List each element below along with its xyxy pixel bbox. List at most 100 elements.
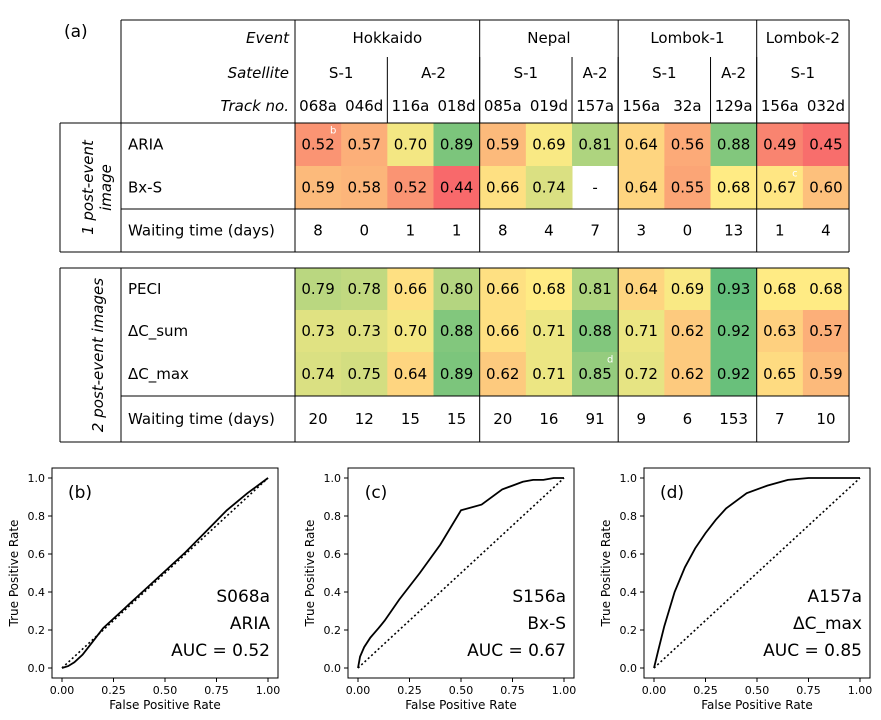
chance-line <box>653 477 861 669</box>
annotation-text: Bx-S <box>527 614 566 634</box>
annotation-text: A157a <box>808 587 863 607</box>
table-cell: 6 <box>683 410 693 428</box>
heat-cell <box>479 310 527 352</box>
roc-chart-b: 0.00 0.25 0.50 0.75 1.00 0.0 0.2 0.4 0.6 0.8 1.0 Fa… <box>7 467 280 712</box>
table-cell: 0.44 <box>440 179 473 197</box>
table-cell: 0.73 <box>301 322 334 340</box>
heat-cell <box>525 268 573 310</box>
heat-cell <box>710 352 758 396</box>
heat-cell <box>341 352 388 396</box>
heat-cell <box>756 166 804 209</box>
table-grid: Event Satellite Track no. Hokkaido Nepal Lomb… <box>59 19 850 443</box>
heat-cell <box>710 310 758 352</box>
roc-curve <box>357 477 564 669</box>
track-number: 129a <box>715 97 753 115</box>
table-cell: 0.81 <box>578 136 611 154</box>
table-cell: 0.64 <box>394 365 427 383</box>
heat-cell <box>433 166 481 209</box>
table-cell: - <box>592 179 597 197</box>
heat-cell <box>295 268 342 310</box>
roc-chart-c: 0.00 0.25 0.50 0.75 1.00 0.0 0.2 0.4 0.6 0.8 1.0 Fa… <box>303 467 577 712</box>
heat-cell <box>756 268 804 310</box>
roc-curve <box>653 477 860 669</box>
table-cell: 0.58 <box>348 179 381 197</box>
table-cell: 0.71 <box>625 322 658 340</box>
table-cell: 3 <box>637 222 647 240</box>
heat-cell <box>479 352 527 396</box>
table-cell: 7 <box>775 410 785 428</box>
table-cell: 91 <box>586 410 605 428</box>
y-tick-label: 0.6 <box>324 548 342 561</box>
table-cell: 0.64 <box>625 136 658 154</box>
table-cell: 0.52 <box>301 136 334 154</box>
x-tick-label: 0.75 <box>796 684 821 697</box>
track-number: 032d <box>807 97 845 115</box>
track-number: 116a <box>392 97 430 115</box>
table-cell: 0.85 <box>578 365 611 383</box>
x-tick-label: 1.00 <box>552 684 577 697</box>
heat-cell <box>387 166 435 209</box>
x-tick-label: 0.75 <box>204 684 229 697</box>
table-cell: 0.74 <box>301 365 334 383</box>
table-cell: 15 <box>447 410 466 428</box>
x-tick-label: 0.00 <box>50 684 75 697</box>
group2-label: 2 post-event images <box>89 278 107 432</box>
track-number: 156a <box>622 97 660 115</box>
table-cell: 16 <box>539 410 558 428</box>
heat-cell <box>572 268 619 310</box>
table-cell: 0.74 <box>532 179 565 197</box>
heat-cell <box>433 352 481 396</box>
roc-curve <box>61 477 269 669</box>
table-cell: 0.62 <box>486 365 519 383</box>
heat-cell <box>756 123 804 166</box>
x-tick-label: 0.25 <box>397 684 422 697</box>
satellite-name: S-1 <box>514 64 538 82</box>
satellite-name: S-1 <box>329 64 353 82</box>
track-number: 157a <box>576 97 614 115</box>
header-track-label: Track no. <box>220 97 289 115</box>
heat-cell <box>618 268 665 310</box>
heat-cell <box>756 310 804 352</box>
table-cell: 0.65 <box>763 365 796 383</box>
cell-marker: d <box>607 355 613 366</box>
panel-label: (d) <box>660 483 684 503</box>
heat-cell <box>387 268 435 310</box>
table-cell: 0.57 <box>348 136 381 154</box>
table-cell: 0.66 <box>486 280 519 298</box>
x-axis-label: False Positive Rate <box>701 698 813 712</box>
table-cell: 0.88 <box>440 322 473 340</box>
heat-cell <box>710 123 758 166</box>
y-tick-label: 0.2 <box>28 624 46 637</box>
heat-cell <box>295 352 342 396</box>
heat-cell <box>802 166 850 209</box>
table-cell: 15 <box>401 410 420 428</box>
y-tick-label: 0.4 <box>324 586 342 599</box>
event-name: Lombok-2 <box>766 29 840 47</box>
track-number: 068a <box>299 97 337 115</box>
heat-cell <box>664 166 712 209</box>
heat-cell <box>387 310 435 352</box>
heat-cell <box>664 123 712 166</box>
table-cell: 0.62 <box>671 322 704 340</box>
table-cell: 0.68 <box>809 280 842 298</box>
heat-cell <box>341 310 388 352</box>
heat-cell <box>525 166 573 209</box>
satellite-name: A-2 <box>583 64 608 82</box>
heat-cell <box>433 310 481 352</box>
table-cell: 0.93 <box>717 280 750 298</box>
table-cell: 0.62 <box>671 365 704 383</box>
table-cell: 1 <box>406 222 416 240</box>
cell-marker: b <box>330 126 336 137</box>
table-cell: 0.64 <box>625 179 658 197</box>
event-name: Hokkaido <box>353 29 423 47</box>
table-cell: 0.59 <box>486 136 519 154</box>
event-name: Lombok-1 <box>650 29 724 47</box>
table-cell: 0.75 <box>348 365 381 383</box>
panel-label: (c) <box>365 483 388 503</box>
heat-cell <box>295 123 342 166</box>
table-cell: 0.92 <box>717 322 750 340</box>
table-cell: 0.79 <box>301 280 334 298</box>
table-cell: 0.71 <box>532 365 565 383</box>
heat-cell <box>664 268 712 310</box>
heat-cell <box>479 123 527 166</box>
